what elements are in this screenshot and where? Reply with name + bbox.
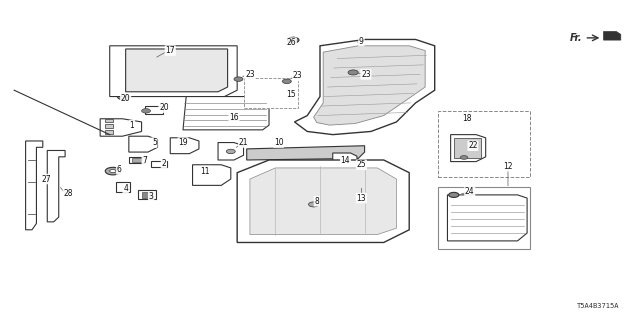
Circle shape <box>351 169 363 175</box>
Circle shape <box>460 156 468 159</box>
Text: 10: 10 <box>274 138 284 147</box>
Bar <box>145 106 163 114</box>
Bar <box>138 190 156 199</box>
Bar <box>454 138 481 158</box>
Polygon shape <box>314 46 425 125</box>
Polygon shape <box>218 142 244 160</box>
Circle shape <box>227 149 236 154</box>
Polygon shape <box>604 32 621 40</box>
Polygon shape <box>246 146 365 160</box>
Polygon shape <box>109 46 237 97</box>
Text: 4: 4 <box>124 184 128 193</box>
Polygon shape <box>447 195 527 241</box>
Polygon shape <box>125 49 228 92</box>
Circle shape <box>287 37 299 43</box>
Text: 18: 18 <box>462 114 471 123</box>
Text: 26: 26 <box>287 38 296 47</box>
Polygon shape <box>129 136 157 152</box>
Text: 16: 16 <box>229 113 239 122</box>
Text: 6: 6 <box>117 165 122 174</box>
Text: 28: 28 <box>63 189 73 198</box>
Text: 20: 20 <box>121 94 131 103</box>
Bar <box>129 157 145 163</box>
Text: 11: 11 <box>200 167 210 176</box>
Text: 19: 19 <box>178 138 188 147</box>
Circle shape <box>348 70 358 75</box>
Text: 23: 23 <box>245 70 255 79</box>
Circle shape <box>117 93 130 100</box>
Text: 14: 14 <box>340 156 350 164</box>
Polygon shape <box>183 97 269 130</box>
Text: 25: 25 <box>356 160 366 169</box>
Bar <box>438 111 531 178</box>
Text: 23: 23 <box>293 71 303 80</box>
Text: 13: 13 <box>356 194 366 203</box>
Text: 8: 8 <box>314 197 319 206</box>
Circle shape <box>308 202 319 207</box>
Polygon shape <box>100 119 141 136</box>
Text: 9: 9 <box>359 36 364 45</box>
Text: 24: 24 <box>465 187 474 196</box>
Text: 17: 17 <box>166 46 175 55</box>
Bar <box>438 187 531 249</box>
Polygon shape <box>237 160 409 243</box>
Text: 22: 22 <box>468 141 477 150</box>
Text: 23: 23 <box>361 70 371 79</box>
Circle shape <box>109 170 116 173</box>
Bar <box>141 192 153 198</box>
Text: 12: 12 <box>503 162 513 171</box>
Polygon shape <box>294 39 435 135</box>
Text: 3: 3 <box>148 192 154 201</box>
Circle shape <box>234 77 243 81</box>
Bar <box>151 161 167 167</box>
Bar <box>116 181 130 192</box>
Polygon shape <box>250 168 396 235</box>
Circle shape <box>449 192 459 197</box>
Polygon shape <box>26 141 43 230</box>
Text: 27: 27 <box>41 174 51 184</box>
Polygon shape <box>170 138 199 154</box>
Text: 15: 15 <box>287 91 296 100</box>
Circle shape <box>310 199 321 205</box>
Circle shape <box>282 79 291 84</box>
Text: 5: 5 <box>152 138 157 147</box>
Text: 2: 2 <box>161 159 166 168</box>
Text: 21: 21 <box>239 138 248 147</box>
Polygon shape <box>47 150 65 222</box>
Bar <box>105 130 113 134</box>
Circle shape <box>141 108 150 113</box>
Polygon shape <box>193 165 231 185</box>
Bar <box>105 119 113 122</box>
Text: 20: 20 <box>159 103 169 112</box>
Text: Fr.: Fr. <box>570 33 582 43</box>
Text: T5A4B3715A: T5A4B3715A <box>577 303 620 309</box>
Circle shape <box>105 167 120 175</box>
Bar <box>244 77 298 108</box>
Text: 1: 1 <box>130 121 134 130</box>
Text: 7: 7 <box>142 156 147 164</box>
Bar <box>132 158 141 162</box>
Polygon shape <box>451 135 486 162</box>
Polygon shape <box>333 153 357 168</box>
Bar <box>105 124 113 128</box>
